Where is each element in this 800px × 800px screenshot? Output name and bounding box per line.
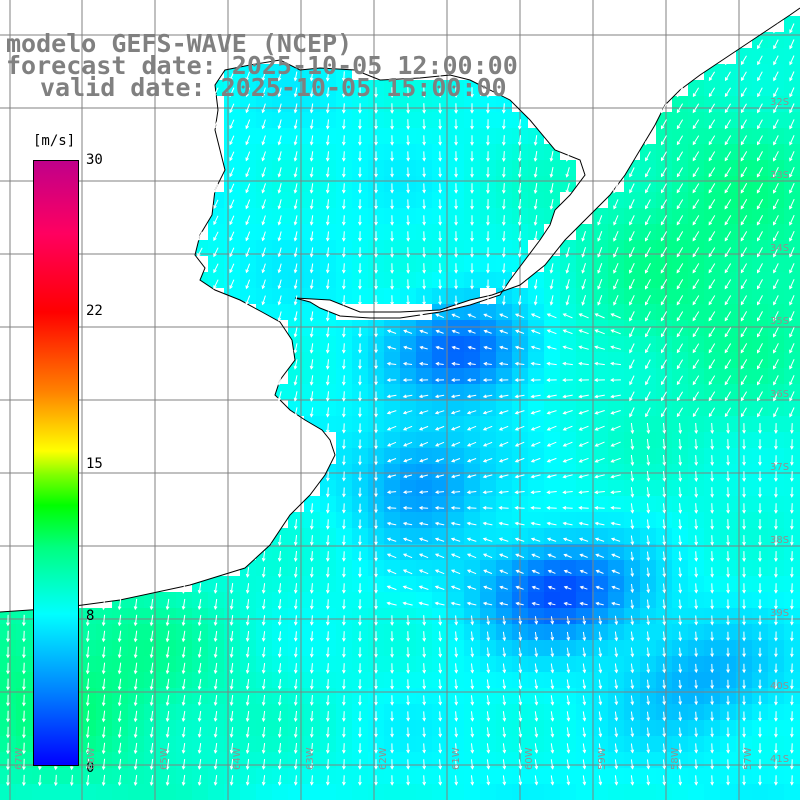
colorbar-tick-30: 30 [86,152,103,168]
lon-label: 64W [232,747,243,770]
lat-label: 37S [770,462,790,473]
lat-label: 32S [770,97,790,108]
lon-label: 66W [86,747,97,770]
colorbar-unit: [m/s] [33,133,76,149]
colorbar-tick-0: 0 [86,760,95,776]
colorbar [33,160,79,766]
lat-label: 34S [770,243,790,254]
lat-label: 39S [770,608,790,619]
colorbar-tick-22: 22 [86,303,103,319]
coastline [0,7,800,613]
lon-label: 65W [159,747,170,770]
lon-label: 58W [670,747,681,770]
lon-label: 63W [305,747,316,770]
lon-label: 67W [14,747,25,770]
wind-speed-field [0,16,800,800]
lon-label: 60W [524,747,535,770]
lat-label: 35S [770,316,790,327]
lon-label: 59W [597,747,608,770]
lon-label: 57W [743,747,754,770]
colorbar-tick-15: 15 [86,456,103,472]
land-mask [0,0,800,612]
lat-label: 36S [770,389,790,400]
lat-label: 33S [770,170,790,181]
colorbar-tick-8: 8 [86,608,95,624]
lon-label: 62W [378,747,389,770]
title-model: modelo GEFS-WAVE (NCEP) [6,29,353,58]
title-valid-date: valid date: 2025-10-05 15:00:00 [40,73,507,102]
title-forecast-date: forecast date: 2025-10-05 12:00:00 [6,51,518,80]
lon-label: 61W [451,747,462,770]
lat-label: 38S [770,535,790,546]
lat-label: 41S [770,754,790,765]
wind-arrows [6,23,795,787]
lat-label: 40S [770,681,790,692]
